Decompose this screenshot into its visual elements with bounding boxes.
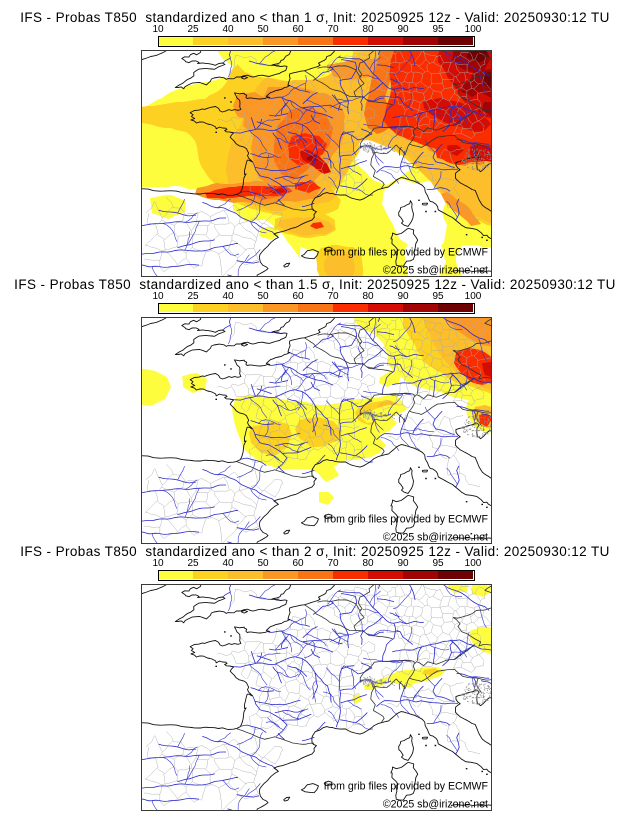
svg-text:from grib files provided by EC: from grib files provided by ECMWF <box>324 781 489 793</box>
svg-text:from grib files provided by EC: from grib files provided by ECMWF <box>324 514 489 526</box>
svg-text:©2025 sb@irizone.net: ©2025 sb@irizone.net <box>383 799 488 811</box>
svg-text:from grib files provided by EC: from grib files provided by ECMWF <box>324 247 489 259</box>
svg-text:©2025 sb@irizone.net: ©2025 sb@irizone.net <box>383 265 488 277</box>
svg-text:©2025 sb@irizone.net: ©2025 sb@irizone.net <box>383 532 488 544</box>
